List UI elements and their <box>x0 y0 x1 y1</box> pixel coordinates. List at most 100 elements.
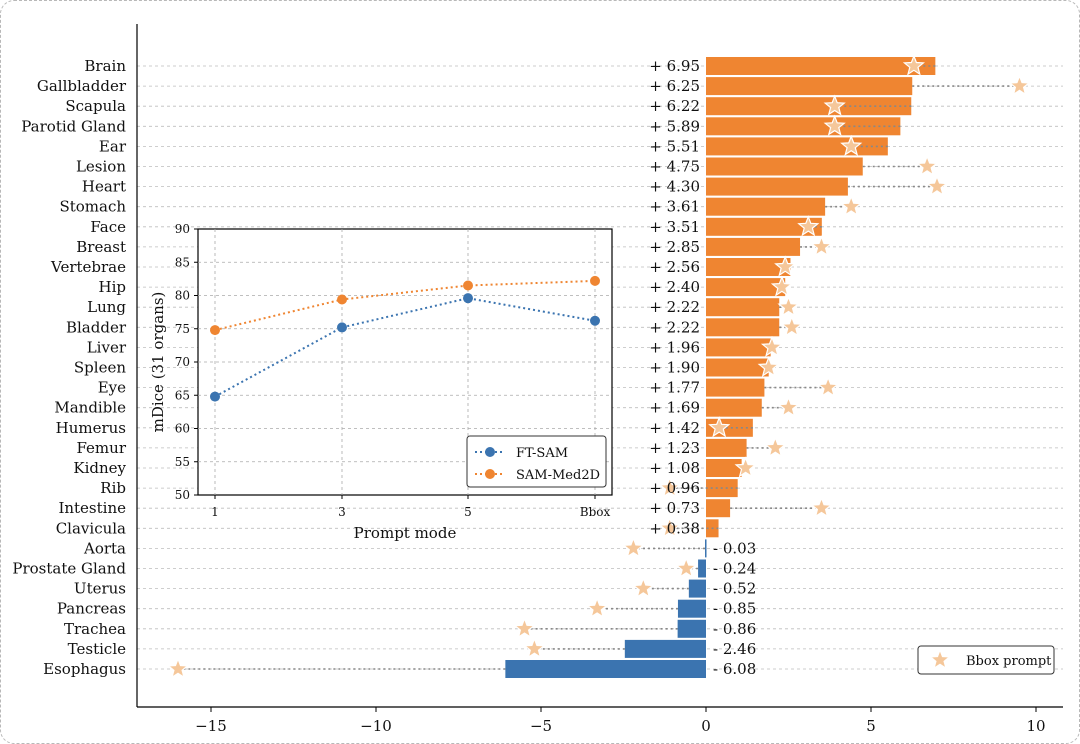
value-label: + 0.73 <box>649 499 700 517</box>
category-label: Intestine <box>58 499 126 517</box>
bar <box>706 438 747 457</box>
bbox-star-marker <box>840 195 863 217</box>
legend-star-icon <box>928 648 952 670</box>
x-tick-label: −10 <box>360 717 392 735</box>
bar <box>706 177 848 196</box>
inset-y-tick-label: 60 <box>175 422 190 436</box>
category-label: Spleen <box>74 359 126 377</box>
category-label: Kidney <box>73 459 126 477</box>
x-tick-label: 10 <box>1026 717 1045 735</box>
bar <box>624 639 706 658</box>
category-label: Gallbladder <box>37 77 127 95</box>
bar <box>706 358 769 377</box>
x-tick-label: −5 <box>530 717 552 735</box>
bar <box>706 298 780 317</box>
inset-y-axis-title: mDice (31 organs) <box>149 292 167 433</box>
category-label: Uterus <box>74 580 126 598</box>
value-label: + 5.89 <box>649 117 700 135</box>
bar <box>706 157 863 176</box>
value-label: + 2.85 <box>649 238 700 256</box>
bbox-star-marker <box>658 516 681 538</box>
bar <box>688 579 706 598</box>
category-label: Pancreas <box>57 600 126 618</box>
inset-data-point <box>463 280 473 291</box>
inset-legend-label: SAM-Med2D <box>516 468 600 483</box>
bbox-star-marker <box>774 255 797 277</box>
category-label: Clavicula <box>56 519 126 537</box>
value-label: + 1.42 <box>649 419 700 437</box>
bbox-star-marker <box>734 456 757 478</box>
inset-y-tick-label: 55 <box>175 455 190 469</box>
inset-y-tick-label: 65 <box>175 388 190 402</box>
bbox-star-marker <box>708 416 731 438</box>
category-label: Lesion <box>76 158 126 176</box>
inset-x-tick-label: 1 <box>211 505 219 519</box>
value-label: + 3.61 <box>649 198 700 216</box>
inset-legend-marker <box>485 447 495 457</box>
inset-legend-marker <box>485 469 495 479</box>
inset-y-tick-label: 75 <box>175 322 190 336</box>
bbox-star-marker <box>777 295 800 317</box>
bbox-star-marker <box>658 476 681 498</box>
category-label: Breast <box>76 238 126 256</box>
legend-label: Bbox prompt <box>966 654 1052 669</box>
bbox-star-marker <box>1008 74 1031 96</box>
bbox-star-marker <box>757 355 780 377</box>
value-label: + 6.25 <box>649 77 700 95</box>
bbox-star-marker <box>823 114 846 136</box>
value-label: + 1.69 <box>649 399 700 417</box>
bar <box>706 237 801 256</box>
bbox-star-marker <box>916 154 939 176</box>
inset-x-axis-title: Prompt mode <box>354 524 457 542</box>
category-label: Liver <box>87 338 127 356</box>
category-label: Esophagus <box>43 660 126 678</box>
inset-data-point <box>590 275 600 286</box>
x-tick-label: 5 <box>866 717 876 735</box>
bar <box>505 660 706 678</box>
inset-x-tick-label: Bbox <box>580 505 611 519</box>
value-label: + 0.96 <box>649 479 700 497</box>
bbox-star-marker <box>810 496 833 518</box>
bar <box>706 137 888 156</box>
category-label: Heart <box>82 178 126 196</box>
bar <box>706 278 786 297</box>
value-label: + 0.38 <box>649 519 700 537</box>
inset-legend-label: FT-SAM <box>516 446 568 461</box>
value-label: + 2.40 <box>649 278 700 296</box>
inset-data-point <box>463 293 473 304</box>
category-label: Face <box>90 218 126 236</box>
category-label: Humerus <box>56 419 126 437</box>
bbox-star-marker <box>770 275 793 297</box>
category-label: Lung <box>87 298 126 316</box>
category-label: Brain <box>84 57 126 75</box>
value-label: - 6.08 <box>713 660 756 678</box>
bar <box>706 318 780 337</box>
bar <box>677 619 706 638</box>
value-label: + 1.08 <box>649 459 700 477</box>
value-label: - 2.46 <box>713 640 756 658</box>
category-label: Scapula <box>65 97 126 115</box>
value-label: + 1.23 <box>649 439 700 457</box>
bbox-star-marker <box>622 536 645 558</box>
value-label: - 0.24 <box>713 560 756 578</box>
value-label: + 3.51 <box>649 218 700 236</box>
bar <box>677 599 706 618</box>
category-label: Aorta <box>83 539 126 557</box>
value-label: + 1.96 <box>649 338 700 356</box>
bbox-star-marker <box>797 215 820 237</box>
bbox-star-marker <box>764 436 787 458</box>
inset-data-point <box>210 325 220 336</box>
value-label: + 2.22 <box>649 318 700 336</box>
bbox-star-marker <box>166 657 190 679</box>
inset-y-tick-label: 50 <box>175 488 190 502</box>
bar <box>706 77 913 96</box>
inset-data-point <box>337 294 347 305</box>
bbox-star-marker <box>823 94 846 116</box>
value-label: + 6.95 <box>649 57 700 75</box>
value-label: + 1.90 <box>649 359 700 377</box>
bbox-star-marker <box>523 637 546 659</box>
bar <box>706 459 742 477</box>
bar <box>706 217 822 236</box>
bar <box>698 559 706 578</box>
category-label: Ear <box>99 137 127 155</box>
